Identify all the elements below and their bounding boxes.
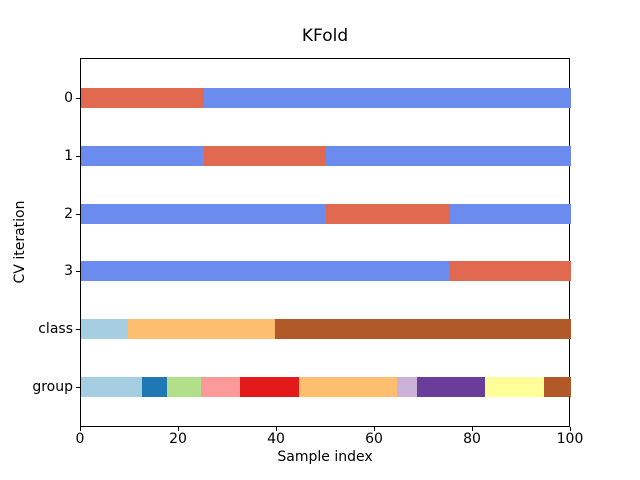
x-tick-label-100: 100	[556, 431, 584, 447]
cv-row-group	[81, 376, 571, 397]
x-tick-label-0: 0	[75, 431, 85, 447]
y-tick-mark	[76, 213, 80, 215]
cv-row-1	[81, 146, 571, 167]
y-tick-label-2: 2	[64, 205, 73, 222]
bar-segment-train	[326, 146, 571, 167]
y-tick-label-1: 1	[64, 148, 73, 165]
cv-row-0	[81, 88, 571, 109]
bar-segment-class-2	[274, 318, 571, 339]
y-tick-mark	[76, 328, 80, 330]
y-tick-mark	[76, 156, 80, 158]
bar-segment-test	[448, 261, 571, 282]
bar-segment-test	[326, 203, 449, 224]
bar-segment-group-5	[299, 376, 398, 397]
y-tick-label-group: group	[32, 378, 73, 395]
x-tick-mark	[472, 427, 473, 431]
bar-segment-train	[81, 203, 326, 224]
x-tick-label-40: 40	[267, 431, 285, 447]
x-tick-mark	[374, 427, 375, 431]
bar-segment-group-6	[397, 376, 417, 397]
bar-segment-group-7	[416, 376, 486, 397]
y-tick-label-3: 3	[64, 263, 73, 280]
x-tick-mark	[276, 427, 277, 431]
x-tick-label-60: 60	[365, 431, 383, 447]
bar-segment-train	[203, 88, 571, 109]
cv-row-class	[81, 318, 571, 339]
bar-segment-class-1	[127, 318, 275, 339]
y-tick-label-0: 0	[64, 90, 73, 107]
bar-segment-test	[203, 146, 326, 167]
bar-segment-group-9	[544, 376, 571, 397]
y-tick-mark	[76, 98, 80, 100]
bar-segment-class-0	[81, 318, 128, 339]
chart-title: KFold	[301, 26, 349, 46]
plot-area	[80, 58, 571, 427]
bar-segment-group-1	[142, 376, 167, 397]
x-tick-mark	[80, 427, 81, 431]
x-tick-mark	[178, 427, 179, 431]
bar-segment-group-2	[166, 376, 202, 397]
bar-segment-group-4	[240, 376, 300, 397]
bar-segment-train	[81, 146, 204, 167]
bar-segment-train	[448, 203, 571, 224]
x-axis-label: Sample index	[277, 449, 373, 465]
bar-segment-group-3	[201, 376, 241, 397]
bar-segment-test	[81, 88, 204, 109]
x-tick-label-80: 80	[463, 431, 481, 447]
bar-segment-group-8	[485, 376, 545, 397]
y-tick-label-class: class	[38, 320, 73, 337]
x-tick-mark	[570, 427, 571, 431]
x-tick-label-20: 20	[169, 431, 187, 447]
y-tick-mark	[76, 386, 80, 388]
bar-segment-train	[81, 261, 449, 282]
y-tick-mark	[76, 271, 80, 273]
bar-segment-group-0	[81, 376, 143, 397]
cv-row-2	[81, 203, 571, 224]
cv-row-3	[81, 261, 571, 282]
